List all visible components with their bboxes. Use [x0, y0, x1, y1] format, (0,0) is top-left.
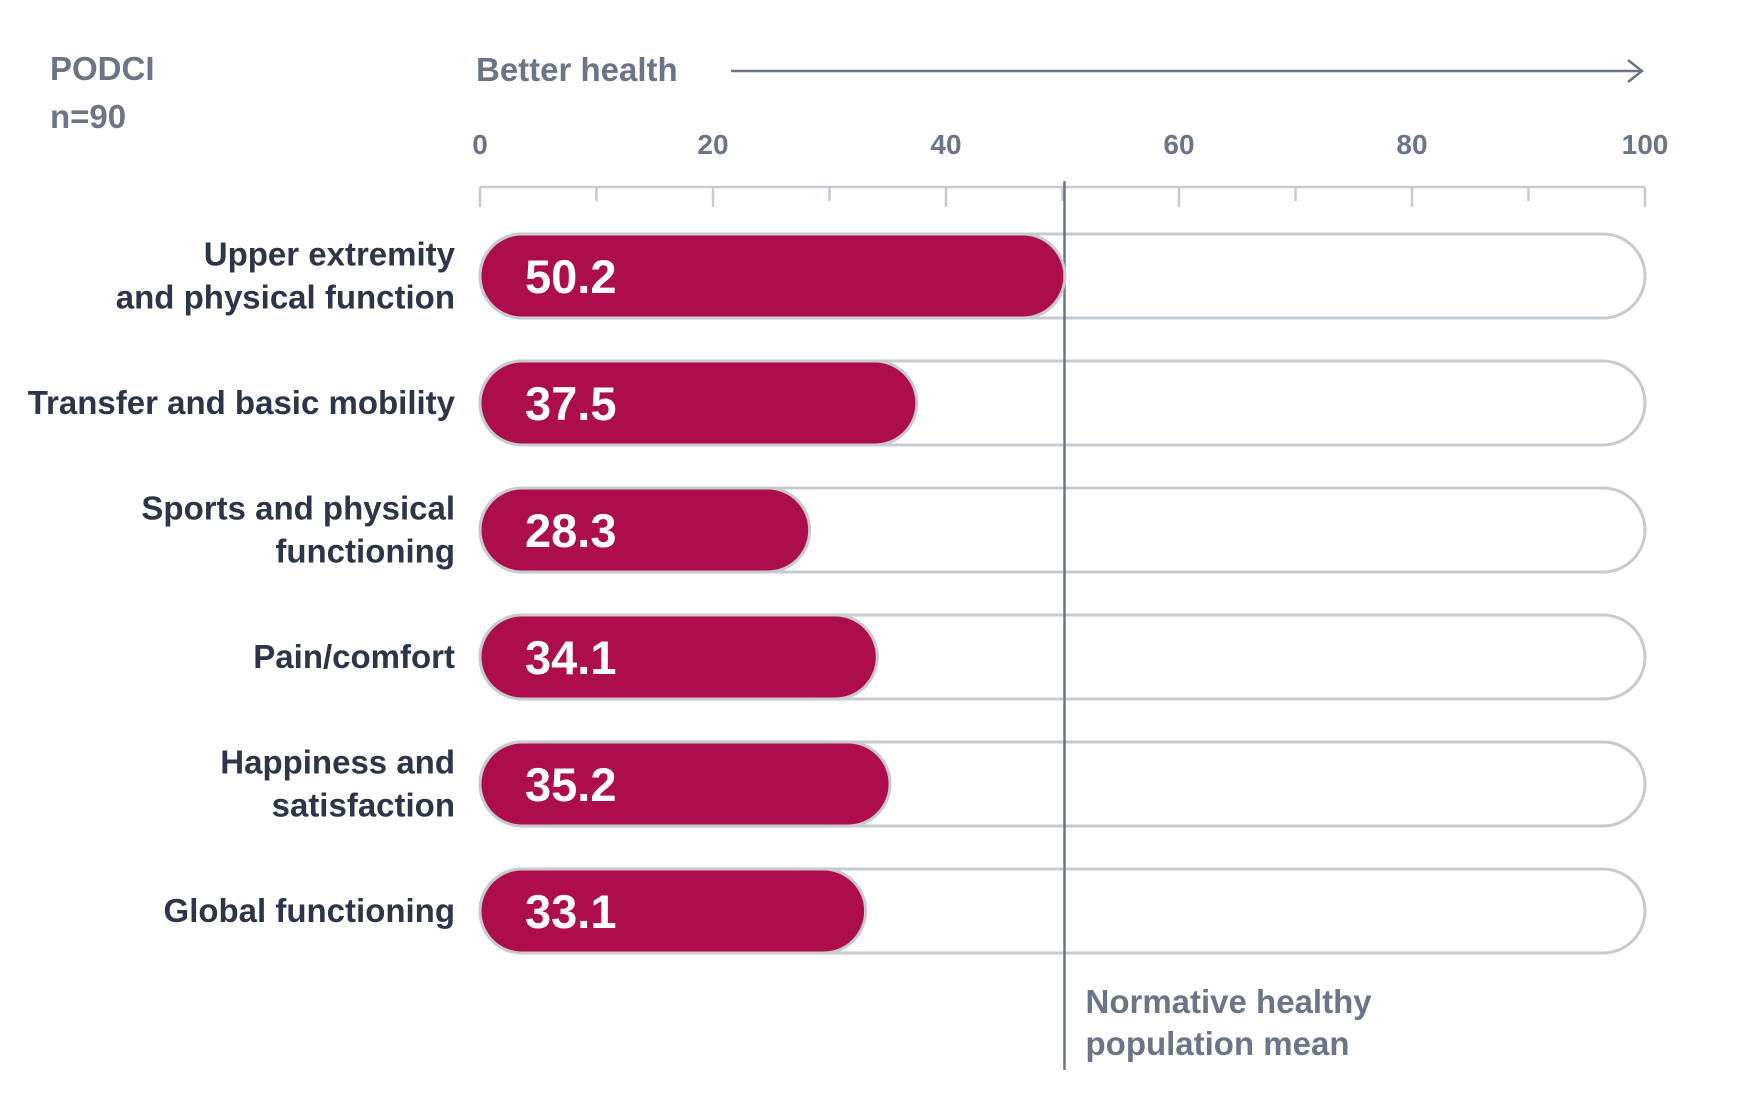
- bar: [478, 740, 892, 828]
- bar: [478, 359, 919, 447]
- bar-value-label: 35.2: [525, 758, 616, 811]
- category-label: Sports and physical: [141, 490, 455, 527]
- category-label: Global functioning: [164, 892, 455, 929]
- bar-value-label: 34.1: [525, 631, 616, 684]
- axis-arrow-head-icon: [1627, 59, 1645, 83]
- bar-value-label: 50.2: [525, 250, 616, 303]
- bar-value-label: 37.5: [525, 377, 616, 430]
- tick-label: 40: [930, 129, 961, 160]
- category-label: satisfaction: [272, 787, 455, 824]
- category-label: Transfer and basic mobility: [28, 384, 456, 421]
- bar-value-label: 28.3: [525, 504, 616, 557]
- category-label: Happiness and: [220, 744, 455, 781]
- bar-tracks: [478, 232, 1647, 955]
- tick-label: 20: [697, 129, 728, 160]
- reference-line-label: Normative healthy: [1086, 983, 1373, 1020]
- bars: 50.2 37.5 28.3 34.1 35.2 33.1: [478, 232, 1067, 955]
- category-label: functioning: [275, 533, 455, 570]
- tick-label: 60: [1163, 129, 1194, 160]
- bar-value-label: 33.1: [525, 885, 616, 938]
- chart-subtitle: n=90: [50, 98, 126, 135]
- tick-label: 0: [472, 129, 488, 160]
- category-label: Upper extremity: [204, 236, 456, 273]
- category-labels: Upper extremity and physical function Tran…: [28, 236, 456, 930]
- tick-label: 100: [1622, 129, 1669, 160]
- axis-label: Better health: [476, 51, 678, 88]
- category-label: and physical function: [116, 279, 455, 316]
- tick-label: 80: [1396, 129, 1427, 160]
- reference-note: Normative healthy population mean: [1086, 983, 1373, 1062]
- x-axis: 0 20 40 60 80 100: [472, 129, 1668, 207]
- bar: [478, 867, 868, 955]
- chart-header: PODCI n=90 Better health: [50, 50, 1645, 135]
- bar: [478, 486, 812, 574]
- chart-title: PODCI: [50, 50, 155, 87]
- bar: [478, 232, 1067, 320]
- category-label: Pain/comfort: [253, 638, 455, 675]
- bar: [478, 613, 879, 701]
- reference-line-label: population mean: [1086, 1025, 1350, 1062]
